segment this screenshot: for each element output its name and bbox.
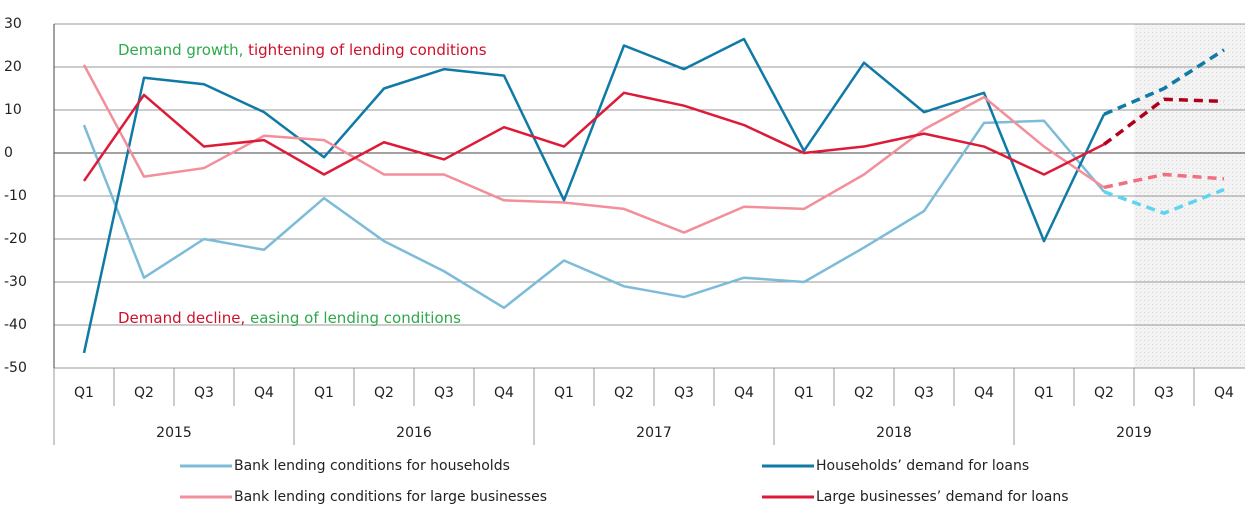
x-tick-label: Q4 <box>1214 385 1234 401</box>
x-tick-label: Q4 <box>494 385 514 401</box>
series-line <box>82 64 1105 234</box>
annotation-part: Demand decline, <box>118 309 245 327</box>
y-tick-label: -10 <box>4 188 27 204</box>
forecast-line <box>1103 172 1225 190</box>
annotation: Demand decline, easing of lending condit… <box>118 309 461 327</box>
x-tick-label: Q2 <box>854 385 874 401</box>
x-tick-label: Q1 <box>794 385 814 401</box>
x-tick-label: Q2 <box>614 385 634 401</box>
forecast-line <box>1102 97 1225 146</box>
x-tick-label: Q2 <box>1094 385 1114 401</box>
series-line <box>82 37 1106 354</box>
y-tick-label: -20 <box>4 231 27 247</box>
year-label: 2015 <box>156 425 192 441</box>
legend-label: Households’ demand for loans <box>816 458 1029 474</box>
y-tick-label: 0 <box>4 145 13 161</box>
y-tick-label: 10 <box>4 102 22 118</box>
annotation-part: tightening of lending conditions <box>243 41 486 59</box>
year-label: 2016 <box>396 425 432 441</box>
x-tick-label: Q4 <box>254 385 274 401</box>
y-tick-label: -30 <box>4 274 27 290</box>
x-tick-label: Q2 <box>374 385 394 401</box>
x-tick-label: Q1 <box>1034 385 1054 401</box>
y-tick-label: 30 <box>4 16 22 32</box>
x-tick-label: Q1 <box>314 385 334 401</box>
annotation: Demand growth, tightening of lending con… <box>118 41 487 59</box>
forecast-line <box>1103 48 1225 116</box>
legend-label: Bank lending conditions for large busine… <box>234 489 547 505</box>
x-tick-label: Q3 <box>914 385 934 401</box>
x-tick-label: Q1 <box>74 385 94 401</box>
series-line <box>82 91 1105 182</box>
x-tick-label: Q4 <box>734 385 754 401</box>
x-tick-label: Q4 <box>974 385 994 401</box>
legend-label: Bank lending conditions for households <box>234 458 510 474</box>
x-tick-label: Q3 <box>1154 385 1174 401</box>
year-label: 2019 <box>1116 425 1152 441</box>
y-tick-label: -40 <box>4 317 27 333</box>
x-tick-label: Q1 <box>554 385 574 401</box>
annotation-part: easing of lending conditions <box>245 309 461 327</box>
series-line <box>82 119 1105 310</box>
x-tick-label: Q2 <box>134 385 154 401</box>
x-tick-label: Q3 <box>674 385 694 401</box>
forecast-line <box>1103 187 1225 215</box>
year-label: 2018 <box>876 425 912 441</box>
legend-label: Large businesses’ demand for loans <box>816 489 1069 505</box>
x-tick-label: Q3 <box>194 385 214 401</box>
y-tick-label: -50 <box>4 360 27 376</box>
annotation-part: Demand growth, <box>118 41 243 59</box>
x-tick-label: Q3 <box>434 385 454 401</box>
y-tick-label: 20 <box>4 59 22 75</box>
year-label: 2017 <box>636 425 672 441</box>
